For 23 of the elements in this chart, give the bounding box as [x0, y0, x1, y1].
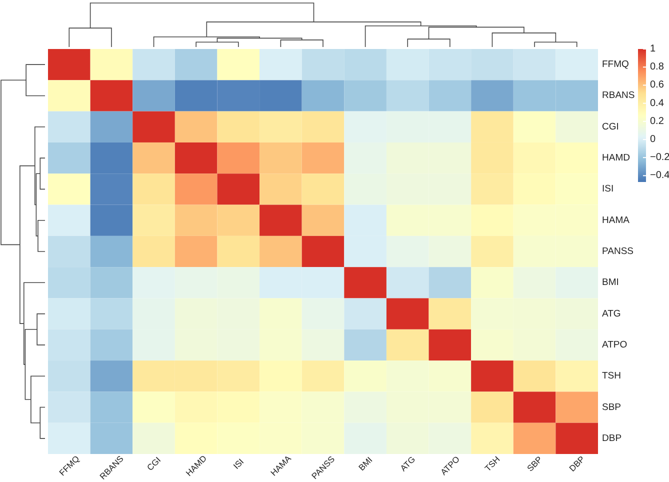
y-tick-label: CGI [602, 121, 619, 132]
color-bar-label: 1 [650, 44, 656, 54]
y-tick-label: ATPO [602, 339, 628, 350]
color-bar-label: 0.4 [650, 98, 664, 109]
color-bar-label: 0.8 [650, 62, 664, 73]
y-tick-label: ISI [602, 184, 614, 195]
y-tick-label: HAMD [602, 152, 630, 164]
y-tick-label: PANSS [602, 246, 634, 257]
color-bar-label: 0.2 [650, 116, 664, 127]
x-tick-label: CGI [144, 454, 163, 473]
y-tick-label: TSH [602, 370, 622, 382]
color-bar-label: −0.2 [650, 152, 669, 164]
color-bar-label: 0 [650, 134, 656, 145]
x-tick-label: BMI [356, 454, 374, 473]
y-tick-label: FFMQ [602, 59, 629, 70]
y-tick-label: SBP [602, 402, 622, 413]
x-tick-label: ISI [231, 456, 246, 471]
y-tick-label: DBP [602, 432, 622, 444]
y-tick-label: RBANS [602, 90, 635, 102]
y-tick-label: HAMA [602, 214, 630, 226]
y-tick-label: ATG [602, 308, 621, 320]
y-tick-label: BMI [602, 277, 619, 288]
color-bar-label: 0.6 [650, 80, 664, 91]
